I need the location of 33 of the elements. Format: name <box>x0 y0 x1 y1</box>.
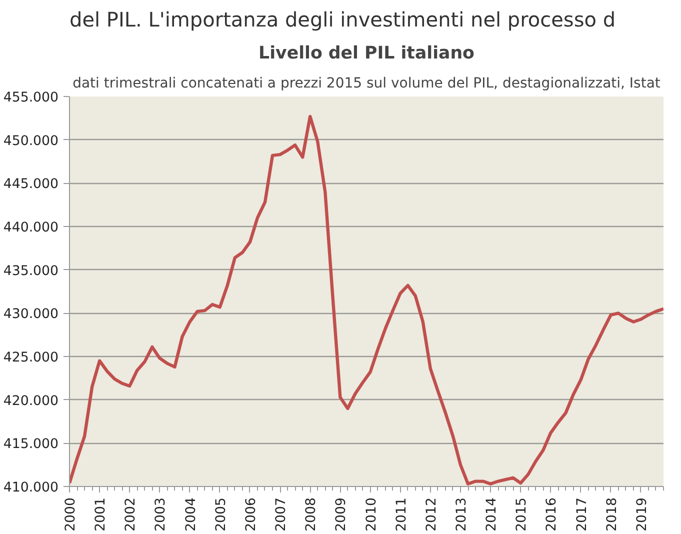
x-tick-label: 2000 <box>64 497 78 532</box>
y-tick-label: 415.000 <box>3 437 59 452</box>
y-tick-label: 430.000 <box>3 307 59 322</box>
x-tick-label: 2015 <box>514 497 530 532</box>
y-tick-label: 425.000 <box>3 350 59 366</box>
x-tick-label: 2014 <box>484 497 500 532</box>
y-tick-label: 440.000 <box>3 220 59 236</box>
x-tick-label: 2018 <box>604 497 620 532</box>
x-tick-label: 2007 <box>274 497 290 532</box>
y-tick-label: 435.000 <box>3 264 59 279</box>
x-tick-label: 2013 <box>454 497 470 532</box>
x-tick-label: 2008 <box>304 497 320 532</box>
y-tick-label: 455.000 <box>3 90 59 106</box>
y-tick-label: 420.000 <box>3 394 59 409</box>
chart-subtitle: dati trimestrali concatenati a prezzi 2015 sul volume del PIL, destagionalizzati, Istat <box>72 76 661 92</box>
x-tick-label: 2002 <box>124 497 139 532</box>
x-tick-label: 2006 <box>244 497 259 532</box>
chart-title: Livello del PIL italiano <box>258 44 475 64</box>
x-tick-label: 2016 <box>544 497 560 532</box>
y-tick-label: 450.000 <box>3 134 59 149</box>
x-tick-label: 2011 <box>394 497 410 532</box>
x-tick-label: 2003 <box>154 497 169 532</box>
x-tick-label: 2004 <box>184 497 199 532</box>
y-tick-label: 445.000 <box>3 177 59 192</box>
x-tick-label: 2019 <box>634 497 650 532</box>
x-tick-label: 2001 <box>94 497 109 532</box>
x-tick-label: 2012 <box>424 497 440 532</box>
x-tick-label: 2017 <box>574 497 590 532</box>
text: del PIL. L'importanza degli investimenti nel processo d <box>70 8 616 32</box>
x-tick-label: 2010 <box>364 497 380 532</box>
y-tick-label: 410.000 <box>3 480 59 496</box>
x-tick-label: 2005 <box>214 497 229 532</box>
x-tick-label: 2009 <box>334 497 350 532</box>
